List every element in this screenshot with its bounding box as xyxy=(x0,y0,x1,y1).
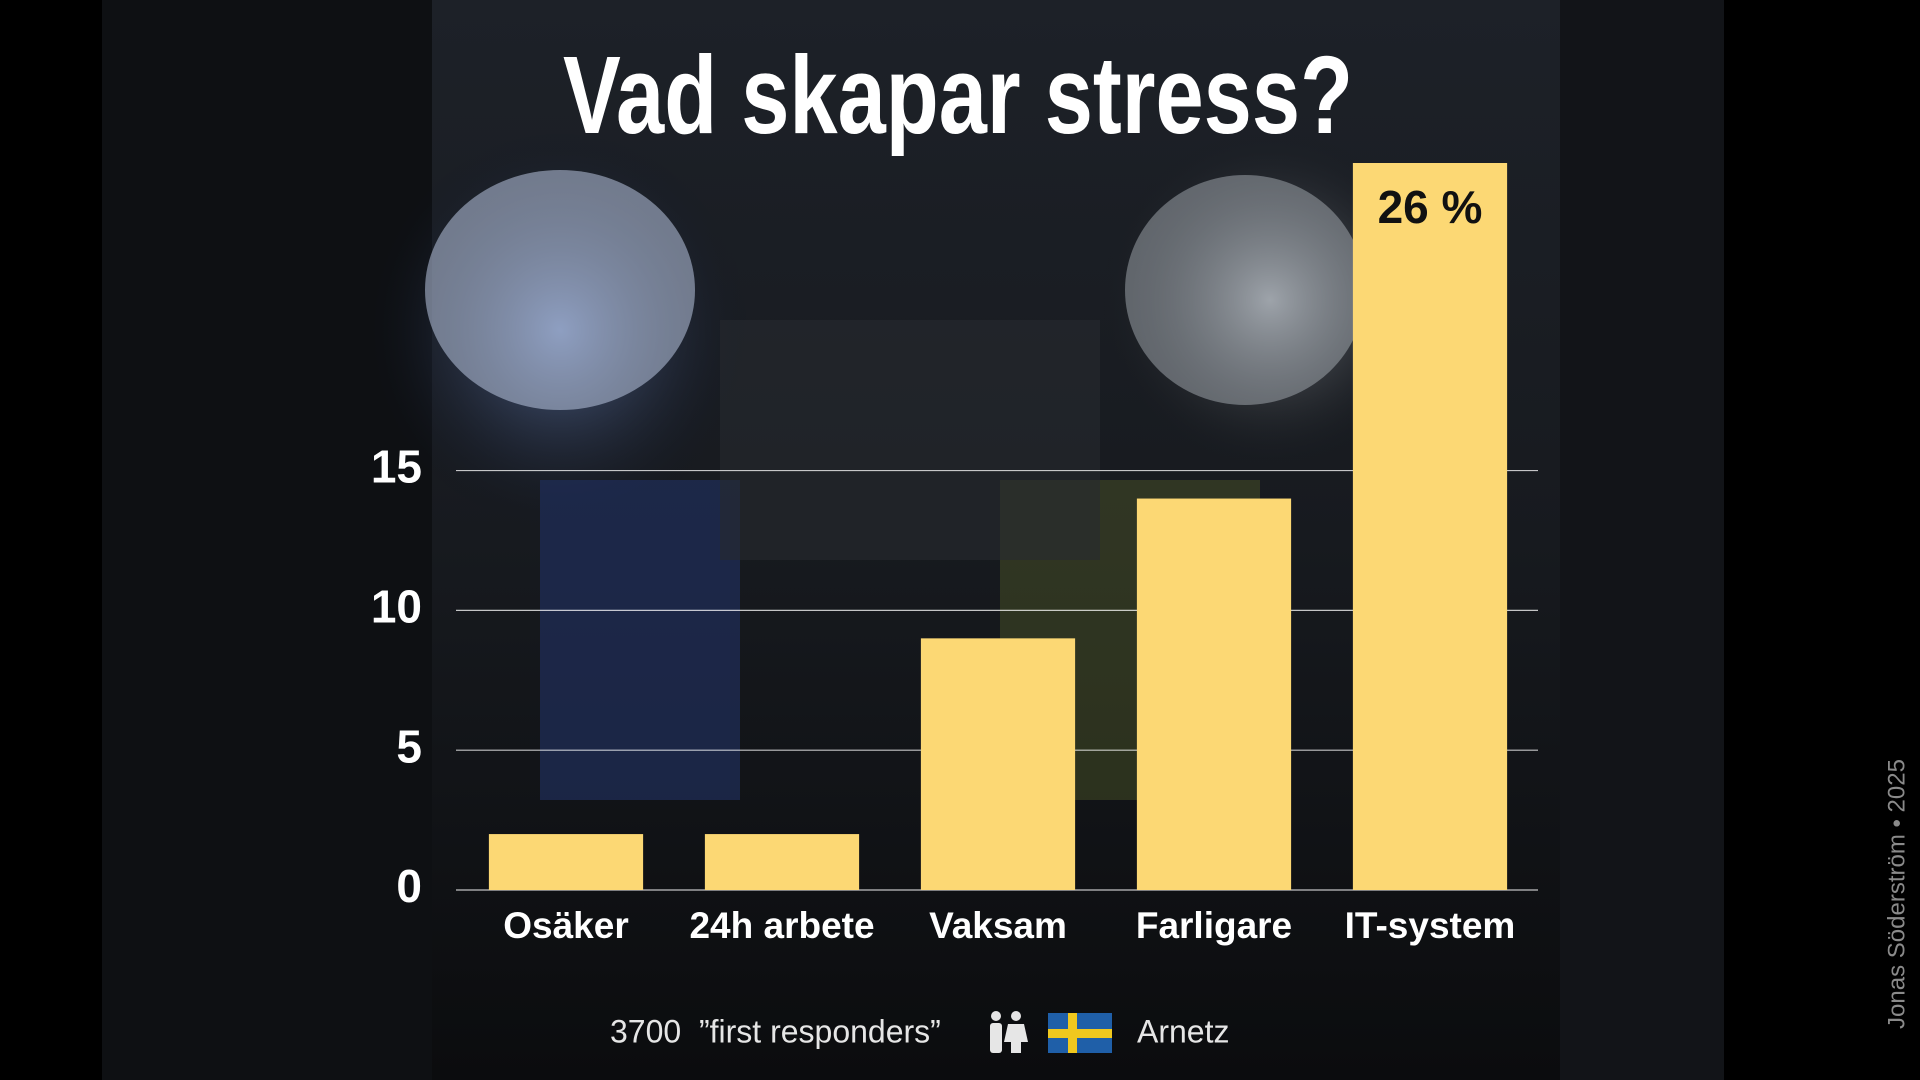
x-tick-label: IT-system xyxy=(1345,905,1516,946)
people-icon xyxy=(990,1011,1028,1053)
x-tick-label: 24h arbete xyxy=(689,905,874,946)
sample-note: 3700 ”first responders” xyxy=(610,1013,941,1049)
x-tick-label: Vaksam xyxy=(929,905,1067,946)
bar xyxy=(1136,498,1292,890)
bar xyxy=(704,834,860,890)
source: Arnetz xyxy=(1137,1013,1229,1049)
y-tick-label: 15 xyxy=(371,441,422,493)
x-tick-label: Farligare xyxy=(1136,905,1292,946)
y-tick-label: 5 xyxy=(396,720,422,772)
chart-title: Vad skapar stress? xyxy=(563,34,1353,157)
bar xyxy=(1352,163,1508,890)
value-label: 26 % xyxy=(1378,181,1483,233)
footer: 3700 ”first responders” Arnetz xyxy=(610,1011,1229,1053)
x-tick-label: Osäker xyxy=(503,905,629,946)
bar xyxy=(488,834,644,890)
y-tick-label: 10 xyxy=(371,581,422,633)
bar xyxy=(920,638,1076,890)
photo-credit: Jonas Söderström • 2025 xyxy=(1883,759,1910,1029)
y-tick-label: 0 xyxy=(396,860,422,912)
swedish-flag xyxy=(1048,1013,1112,1053)
